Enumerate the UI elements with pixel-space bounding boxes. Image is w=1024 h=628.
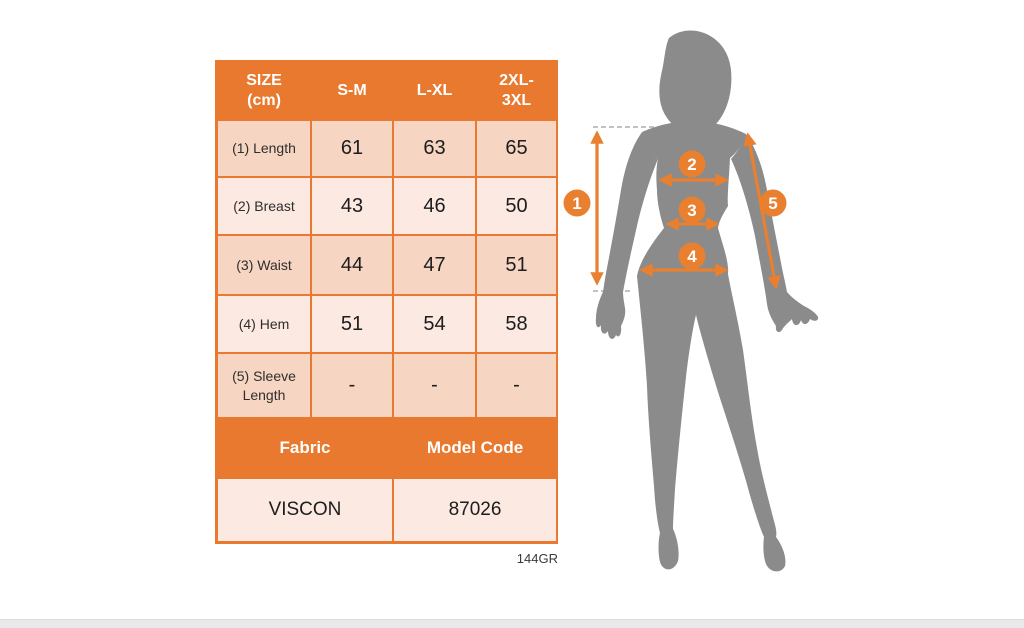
header-2xl-line2: 3XL — [501, 92, 532, 109]
marker-number-1: 1 — [572, 194, 581, 213]
marker-circle-1 — [563, 189, 591, 217]
footer-fabric-header: Fabric — [218, 419, 392, 477]
footer-model-code-value: 87026 — [394, 479, 556, 541]
value-waist-lxl: 47 — [394, 236, 475, 294]
row-label-hem: (4) Hem — [218, 296, 310, 352]
footer-fabric-value: VISCON — [218, 479, 392, 541]
marker-circle-4 — [678, 242, 706, 270]
measurement-arrow-5-sleeve — [743, 132, 781, 290]
silhouette-right-arm — [731, 134, 819, 333]
row-label-breast: (2) Breast — [218, 178, 310, 234]
footer-model-code-header: Model Code — [394, 419, 556, 477]
header-size-line2: (cm) — [247, 92, 281, 109]
row-label-waist: (3) Waist — [218, 236, 310, 294]
value-breast-2xl3xl: 50 — [477, 178, 556, 234]
value-hem-sm: 51 — [312, 296, 392, 352]
value-sleeve-2xl3xl: - — [477, 354, 556, 417]
measurement-diagram: 1 2 3 4 5 — [563, 30, 819, 572]
value-waist-sm: 44 — [312, 236, 392, 294]
value-hem-lxl: 54 — [394, 296, 475, 352]
value-sleeve-sm: - — [312, 354, 392, 417]
marker-circle-2 — [678, 150, 706, 178]
header-col-2xl3xl: 2XL- 3XL — [477, 63, 556, 119]
silhouette-left-arm — [595, 132, 658, 339]
value-sleeve-lxl: - — [394, 354, 475, 417]
header-lxl-label: L-XL — [416, 82, 453, 99]
value-length-lxl: 63 — [394, 121, 475, 176]
value-waist-2xl3xl: 51 — [477, 236, 556, 294]
marker-number-3: 3 — [687, 201, 696, 220]
marker-number-5: 5 — [768, 194, 777, 213]
silhouette-body — [637, 121, 786, 572]
header-2xl-line1: 2XL- — [499, 72, 534, 89]
value-breast-lxl: 46 — [394, 178, 475, 234]
size-chart-table: SIZE (cm) S-M L-XL 2XL- 3XL (1) Length 6… — [215, 60, 558, 544]
weight-note: 144GR — [516, 551, 558, 566]
value-length-2xl3xl: 65 — [477, 121, 556, 176]
bottom-scrollbar[interactable] — [0, 619, 1024, 628]
marker-circle-3 — [678, 196, 706, 224]
header-col-lxl: L-XL — [394, 63, 475, 119]
header-size-cm: SIZE (cm) — [218, 63, 310, 119]
value-hem-2xl3xl: 58 — [477, 296, 556, 352]
marker-circle-5 — [759, 189, 787, 217]
marker-number-2: 2 — [687, 155, 696, 174]
header-col-sm: S-M — [312, 63, 392, 119]
header-size-line1: SIZE — [246, 72, 282, 89]
silhouette-head — [659, 30, 732, 134]
row-label-length: (1) Length — [218, 121, 310, 176]
value-length-sm: 61 — [312, 121, 392, 176]
value-breast-sm: 43 — [312, 178, 392, 234]
header-sm-label: S-M — [337, 82, 367, 99]
marker-number-4: 4 — [687, 247, 697, 266]
row-label-sleeve-length: (5) Sleeve Length — [218, 354, 310, 417]
